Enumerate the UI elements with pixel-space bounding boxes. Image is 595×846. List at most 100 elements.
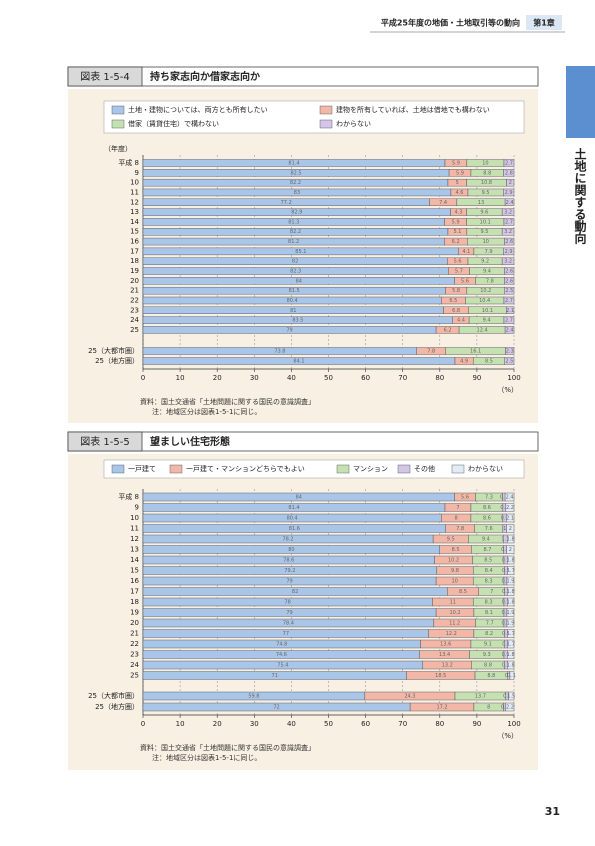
- value-label: 3.2: [504, 210, 512, 216]
- y-category-label: 17: [130, 588, 139, 596]
- value-label: 2: [509, 547, 512, 553]
- bar-segment: [505, 702, 515, 712]
- y-category-label: 21: [130, 630, 139, 638]
- value-label: 6.8: [452, 308, 460, 314]
- value-label: 8.8: [487, 673, 495, 679]
- value-label: 82.9: [291, 210, 302, 216]
- legend-swatch: [319, 105, 333, 115]
- bar-segment: [507, 650, 515, 659]
- value-label: 7.6: [485, 526, 493, 532]
- y-category-label: 24: [130, 316, 139, 324]
- value-label: 8.8: [483, 170, 491, 176]
- value-label: 7.9: [485, 249, 493, 255]
- value-label: 2.6: [505, 278, 513, 284]
- running-header: 平成25年度の地価・土地取引等の動向: [381, 18, 520, 28]
- value-label: 9.4: [482, 537, 490, 543]
- value-label: 0.9: [502, 631, 510, 637]
- value-label: 10.8: [481, 180, 492, 186]
- x-tick-label: 40: [287, 720, 296, 728]
- value-label: 0.6: [501, 705, 509, 711]
- y-category-label: 21: [130, 287, 139, 295]
- legend-swatch: [319, 119, 333, 129]
- value-label: 8: [487, 705, 490, 711]
- x-tick-label: 40: [287, 374, 296, 382]
- y-axis-title: （年度）: [104, 144, 132, 153]
- value-label: 3.2: [504, 259, 512, 265]
- value-label: 79: [286, 579, 292, 585]
- x-tick-label: 90: [472, 720, 481, 728]
- value-label: 1.8: [507, 652, 515, 658]
- value-label: 77: [283, 631, 289, 637]
- x-tick-label: 50: [324, 720, 333, 728]
- value-label: 2.5: [505, 288, 513, 294]
- value-label: 2.9: [505, 190, 513, 196]
- figure-title: 持ち家志向か借家志向か: [150, 70, 260, 83]
- bar-segment: [509, 671, 515, 680]
- y-category-label: 19: [130, 609, 139, 617]
- value-label: 80.4: [287, 516, 298, 522]
- bar-segment: [506, 545, 515, 554]
- value-label: 0.8: [502, 663, 510, 669]
- value-label: 0.9: [502, 558, 510, 564]
- y-category-label: 15: [130, 567, 139, 575]
- value-label: 1.8: [507, 558, 515, 564]
- value-label: 79: [286, 610, 292, 616]
- value-label: 80: [288, 547, 294, 553]
- y-category-label: 18: [130, 257, 139, 265]
- chapter-tab: [526, 15, 562, 30]
- value-label: 81.4: [288, 161, 299, 167]
- value-label: 7.4: [439, 200, 447, 206]
- y-category-label: 23: [130, 306, 139, 314]
- value-label: 2.7: [505, 219, 513, 225]
- value-label: 85.1: [295, 249, 306, 255]
- value-label: 1.5: [507, 694, 515, 700]
- value-label: 2.4: [506, 495, 514, 501]
- value-label: 1.1: [508, 673, 516, 679]
- bar-segment: [501, 208, 515, 216]
- bar-segment: [508, 691, 515, 701]
- value-label: 5.6: [461, 495, 469, 501]
- value-label: 8.4: [485, 568, 493, 574]
- value-label: 12.4: [477, 327, 488, 333]
- value-label: 10.4: [479, 298, 490, 304]
- value-label: 8: [455, 516, 458, 522]
- value-label: 75.4: [277, 663, 288, 669]
- value-label: 2.8: [505, 170, 513, 176]
- value-label: 0.8: [501, 579, 509, 585]
- x-tick-label: 10: [176, 374, 185, 382]
- value-label: 0.8: [501, 547, 509, 553]
- source-note: 資料：国土交通省「土地問題に関する国民の意識調査」: [140, 397, 315, 406]
- bar-segment: [504, 357, 515, 365]
- value-label: 9.1: [484, 642, 492, 648]
- value-label: 2.7: [505, 318, 513, 324]
- y-category-label: 9: [135, 169, 139, 177]
- bar-segment: [506, 306, 515, 314]
- value-label: 74.6: [276, 652, 287, 658]
- value-label: 1.8: [507, 600, 515, 606]
- bar-segment: [506, 576, 515, 586]
- value-label: 81.2: [288, 239, 299, 245]
- side-tab-text: 土地に関する動向: [573, 147, 587, 245]
- value-label: 6.2: [444, 327, 452, 333]
- value-label: 7.8: [486, 278, 494, 284]
- value-label: 0.7: [503, 694, 511, 700]
- value-label: 84.1: [293, 359, 304, 365]
- y-category-label: 平成 8: [118, 158, 139, 167]
- x-tick-label: 10: [176, 720, 185, 728]
- legend-swatch: [336, 464, 350, 474]
- x-tick-label: 0: [141, 374, 145, 382]
- value-label: 0.7: [502, 589, 510, 595]
- bar-segment: [507, 534, 515, 544]
- value-label: 2.4: [506, 327, 514, 333]
- value-label: 1.8: [507, 537, 515, 543]
- value-label: 83: [294, 190, 300, 196]
- value-label: 73.8: [274, 349, 285, 355]
- value-label: 1.9: [506, 579, 514, 585]
- x-tick-label: 70: [398, 720, 407, 728]
- value-label: 8.2: [485, 631, 493, 637]
- value-label: 5.1: [453, 229, 461, 235]
- y-category-label: 22: [130, 640, 139, 648]
- value-label: 7: [490, 589, 493, 595]
- figure-label-box: [67, 431, 143, 452]
- value-label: 4.3: [455, 210, 463, 216]
